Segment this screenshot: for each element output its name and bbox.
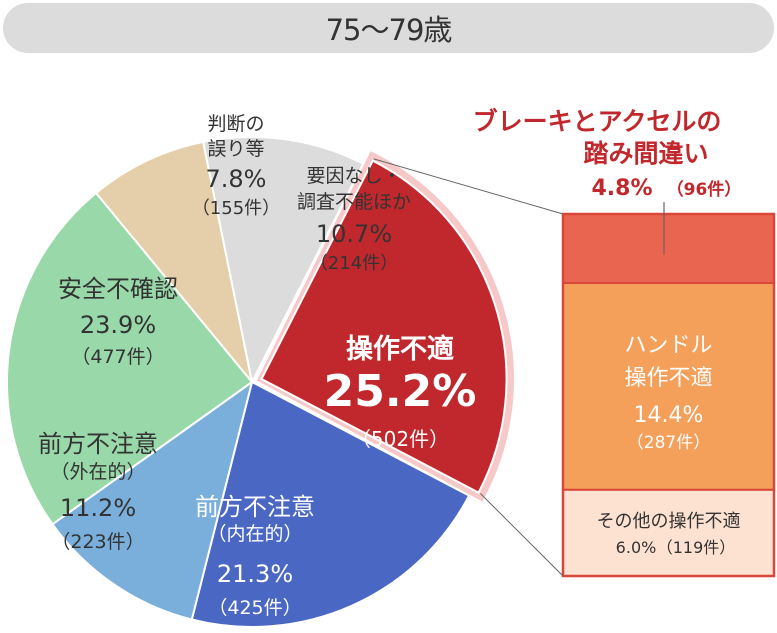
bar-segment-name-line: 踏み間違い — [583, 139, 708, 168]
bar-segment-other — [562, 488, 775, 577]
pie-slice-safety-check — [6, 191, 254, 526]
bar-segment-steering — [562, 282, 775, 491]
bar-segment-name-line: 操作不適 — [624, 366, 712, 391]
connector-line-bottom — [480, 493, 564, 577]
pie-slice-forward-internal — [190, 380, 471, 629]
bar-label-other: その他の操作不適 6.0% （119件） — [597, 511, 741, 557]
breakdown-bar-frame — [561, 212, 776, 578]
slice-count-label: （223件） — [51, 531, 144, 553]
bar-segment-name-line: ハンドル — [624, 333, 712, 358]
slice-name-line: 誤り等 — [207, 138, 264, 160]
pie-label-safety-check: 安全不確認 23.9% （477件） — [58, 275, 178, 368]
bar-segment-pedal — [562, 213, 775, 284]
slice-name-line: 安全不確認 — [58, 275, 178, 303]
slice-percent-label: 7.8% — [206, 165, 267, 193]
bar-segment-percent-label: 6.0% — [616, 538, 657, 557]
operation-slice-highlight — [256, 151, 514, 502]
pie-slice-forward-external — [51, 379, 254, 621]
slice-name-line: 判断の — [207, 113, 264, 135]
slice-count-label: （214件） — [310, 253, 398, 274]
slice-count-label: （155件） — [192, 198, 280, 219]
slice-name-line: （内在的） — [207, 523, 302, 545]
pie-slice-misjudgment — [94, 140, 253, 383]
bar-segment-count-label: （96件） — [667, 179, 742, 200]
bar-segment-percent-label: 14.4% — [634, 403, 704, 428]
bar-segment-count-label: （287件） — [627, 433, 710, 453]
slice-percent-label: 23.9% — [80, 311, 156, 339]
bar-segment-name-line: その他の操作不適 — [597, 511, 741, 532]
pie-label-unknown: 要因なし・調査不能ほか 10.7% （214件） — [297, 165, 411, 274]
slice-percent-label: 21.3% — [217, 560, 293, 588]
age-group-label: 75〜79歳 — [325, 13, 453, 47]
slice-name-line: 操作不適 — [346, 333, 454, 365]
pie-label-forward-internal: 前方不注意（内在的） 21.3% （425件） — [195, 493, 315, 619]
age-group-banner: 75〜79歳 — [3, 3, 774, 53]
slice-name-line: 調査不能ほか — [297, 191, 411, 213]
bar-segment-name-line: ブレーキとアクセルの — [473, 107, 722, 136]
slice-percent-label: 11.2% — [60, 494, 136, 522]
slice-count-label: （477件） — [71, 346, 164, 368]
slice-name-line: 前方不注意 — [38, 430, 158, 458]
slice-count-label: （425件） — [208, 597, 301, 619]
slice-percent-label: 10.7% — [316, 220, 392, 248]
slice-name-line: 前方不注意 — [195, 493, 315, 521]
bar-segment-count-label: （119件） — [657, 538, 736, 557]
bar-segment-percent-label: 4.8% — [591, 176, 652, 201]
slice-percent-label: 25.2% — [324, 366, 477, 417]
connector-line-top — [373, 158, 564, 215]
pie-slice-operation — [260, 159, 508, 494]
slice-name-line: （外在的） — [50, 461, 145, 483]
pie-slice-unknown — [202, 136, 365, 386]
pie-label-forward-external: 前方不注意 （外在的） 11.2% （223件） — [38, 430, 158, 553]
slice-count-label: （502件） — [351, 427, 449, 451]
slice-name-line: 要因なし・ — [306, 165, 401, 187]
